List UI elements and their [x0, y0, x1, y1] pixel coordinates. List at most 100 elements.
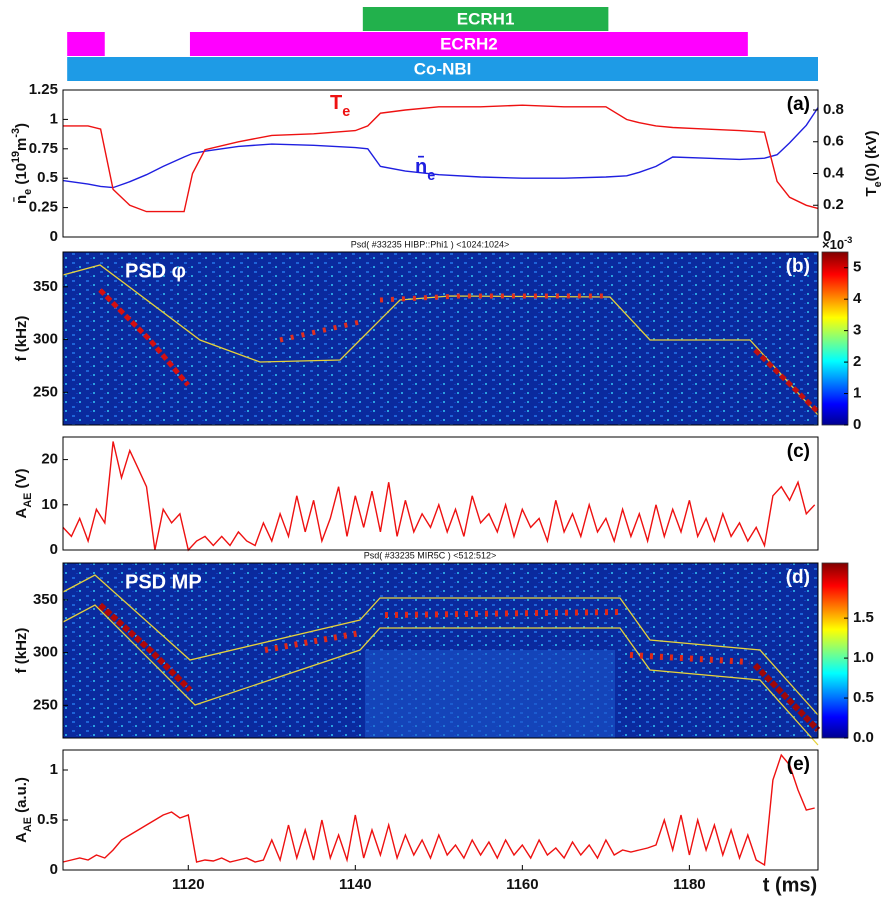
y-axis-label: f (kHz): [13, 628, 30, 674]
y-tick-label: 250: [33, 383, 58, 400]
label-part: (V): [13, 468, 30, 492]
x-tick-label: 1160: [506, 876, 539, 893]
panel-label: (e): [787, 754, 810, 775]
series-line: [63, 104, 819, 213]
label-part: e: [872, 181, 884, 187]
plot-frame: [62, 251, 819, 426]
y2-tick-label: 0.8: [823, 101, 844, 118]
panel-label: (b): [786, 256, 810, 277]
label-part: ×10: [822, 237, 844, 252]
colorbar-tick-label: 2: [853, 353, 861, 370]
label-part: AE: [22, 493, 34, 508]
plot-frame: [62, 749, 819, 871]
y-tick-label: 0: [50, 541, 58, 558]
overlay-label: PSD MP: [125, 571, 202, 593]
y2-tick-label: 0.4: [823, 164, 845, 181]
y-tick-label: 350: [33, 278, 58, 295]
y-tick-label: 0.5: [37, 169, 58, 186]
y-tick-label: 1.25: [29, 81, 58, 98]
x-tick-label: 1140: [339, 876, 372, 893]
broadband-region: [365, 650, 615, 738]
colorbar-tick-label: 4: [853, 290, 862, 307]
panel-label: (d): [786, 567, 810, 588]
label-part: A: [13, 508, 30, 519]
colorbar-tick-label: 0: [853, 416, 861, 433]
y-tick-label: 20: [41, 451, 58, 468]
label-part: e: [427, 168, 435, 184]
heating-bar: [189, 32, 748, 56]
y-tick-label: 10: [41, 496, 58, 513]
colorbar: [821, 562, 849, 739]
mode-streak: [753, 348, 820, 414]
heating-bar: [67, 32, 105, 56]
label-part: m: [13, 138, 30, 151]
panel-label: (a): [787, 94, 810, 115]
colorbar-tick-label: 1.0: [853, 649, 874, 666]
mode-streak: [264, 609, 751, 665]
y-axis-label: AAE (a.u.): [13, 777, 34, 843]
x-tick-label: 1120: [172, 876, 205, 893]
y-axis-label: f (kHz): [13, 316, 30, 362]
heating-label: ECRH2: [440, 34, 498, 53]
label-part: T: [330, 92, 342, 114]
mode-track: [62, 574, 819, 716]
panel-label: (c): [787, 441, 810, 462]
colorbar-label: ×10-3: [822, 235, 852, 252]
label-part: f (kHz): [13, 316, 30, 362]
x-tick-label: 1180: [673, 876, 706, 893]
label-part: n̄: [415, 156, 427, 178]
y2-tick-label: 0.6: [823, 133, 844, 150]
label-part: n̄: [12, 195, 30, 204]
series-line: [62, 441, 816, 552]
overlay-label: PSD φ: [125, 260, 186, 282]
mode-streak: [279, 293, 610, 343]
spectrogram-title: Psd( #33235 HIBP::Phi1 ) <1024:1024>: [351, 239, 510, 249]
heating-bar: [362, 7, 609, 31]
label-part: (a.u.): [13, 777, 30, 817]
mode-track: [62, 604, 819, 746]
series-label: n̄e: [415, 156, 435, 184]
y-tick-label: 300: [33, 331, 58, 348]
y-tick-label: 300: [33, 644, 58, 661]
y-tick-label: 0.5: [37, 811, 58, 828]
y-tick-label: 1: [50, 110, 58, 127]
label-part: f (kHz): [13, 628, 30, 674]
label-part: T: [863, 187, 880, 196]
y-tick-label: 1: [50, 761, 58, 778]
mode-streak: [98, 288, 190, 387]
y-tick-label: 0.25: [29, 199, 58, 216]
label-part: 19: [10, 151, 22, 163]
colorbar: [821, 251, 849, 426]
colorbar-tick-label: 1.5: [853, 609, 874, 626]
mode-streak: [752, 662, 821, 733]
series-label: Te: [330, 92, 350, 120]
colorbar-tick-label: 0.5: [853, 689, 874, 706]
label-part: e: [22, 189, 34, 195]
colorbar-tick-label: 3: [853, 322, 861, 339]
series-line: [62, 107, 819, 189]
y2-axis-label: Te(0) (kV): [863, 130, 884, 196]
mode-streak: [97, 602, 193, 693]
colorbar-tick-label: 5: [853, 259, 861, 276]
plot-frame: [62, 89, 819, 238]
label-part: ): [13, 123, 30, 128]
y-tick-label: 0.75: [29, 140, 58, 157]
y2-tick-label: 0: [823, 228, 831, 245]
y-tick-label: 350: [33, 591, 58, 608]
y-tick-label: 0: [50, 861, 58, 878]
label-part: e: [342, 104, 350, 120]
plot-frame: [62, 436, 819, 551]
y2-tick-label: 0.2: [823, 196, 844, 213]
x-axis-label: t (ms): [763, 874, 817, 896]
spectrogram-b: [63, 252, 818, 425]
label-part: -3: [844, 235, 852, 245]
series-line: [62, 753, 815, 867]
heating-label: ECRH1: [457, 9, 515, 28]
label-part: (10: [13, 163, 30, 189]
y-axis-label: AAE (V): [13, 468, 34, 518]
mode-track: [62, 264, 819, 416]
label-part: A: [13, 832, 30, 843]
colorbar-tick-label: 1: [853, 385, 861, 402]
heating-bar: [67, 57, 818, 81]
